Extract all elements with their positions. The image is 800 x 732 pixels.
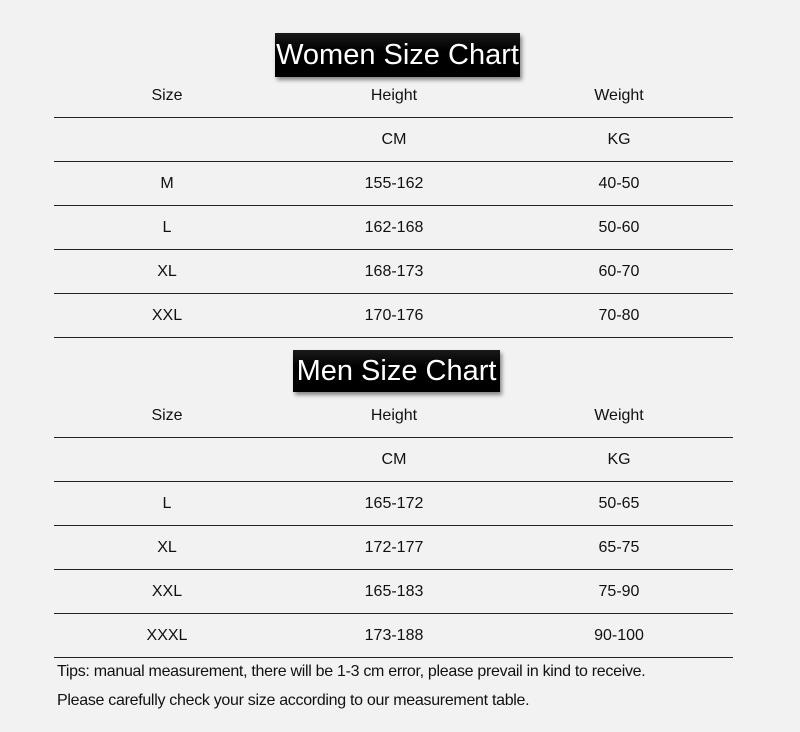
height-cell: CM — [381, 131, 407, 148]
weight-cell: 40-50 — [598, 175, 640, 192]
size-cell: M — [160, 175, 174, 192]
weight-cell: 50-60 — [598, 219, 640, 236]
size-cell — [67, 438, 267, 481]
weight-cell: KG — [607, 131, 631, 148]
size-cell: L — [162, 495, 172, 512]
table-row: M 155-162 40-50 — [54, 162, 733, 206]
weight-cell: 90-100 — [594, 627, 644, 644]
weight-cell: 50-65 — [598, 495, 640, 512]
weight-cell: KG — [607, 451, 631, 468]
size-cell: XXL — [151, 583, 183, 600]
units-row: CM KG — [54, 118, 733, 162]
header: Size Height Weight — [54, 74, 733, 118]
size-cell: L — [162, 219, 172, 236]
table-row: L 162-168 50-60 — [54, 206, 733, 250]
women-size-chart-title: Women Size Chart — [275, 33, 520, 77]
size-cell — [67, 118, 267, 161]
size-cell: XXXL — [146, 627, 188, 644]
men-size-chart-title: Men Size Chart — [293, 350, 500, 392]
weight-cell: 65-75 — [598, 539, 640, 556]
height-cell: Height — [370, 407, 418, 424]
height-cell: 155-162 — [364, 175, 424, 192]
men-size-table: Size Height Weight CM KG L 165-172 50-65 XL 172-1… — [54, 394, 733, 658]
tip-check-size: Please carefully check your size accordi… — [57, 692, 530, 709]
weight-cell: Weight — [594, 407, 644, 424]
size-cell: Size — [151, 87, 183, 104]
table-row: XXL 170-176 70-80 — [54, 294, 733, 338]
table-row: XXXL 173-188 90-100 — [54, 614, 733, 658]
weight-cell: 60-70 — [598, 263, 640, 280]
tip-measurement-error: Tips: manual measurement, there will be … — [57, 663, 646, 680]
weight-cell: 75-90 — [598, 583, 640, 600]
size-cell: XXL — [151, 307, 183, 324]
size-cell: XL — [157, 539, 177, 556]
height-cell: 170-176 — [364, 307, 424, 324]
height-cell: 168-173 — [364, 263, 424, 280]
header: Size Height Weight — [54, 394, 733, 438]
units-row: CM KG — [54, 438, 733, 482]
table-row: XXL 165-183 75-90 — [54, 570, 733, 614]
table-row: XL 168-173 60-70 — [54, 250, 733, 294]
height-cell: 173-188 — [364, 627, 424, 644]
height-cell: CM — [381, 451, 407, 468]
weight-cell: 70-80 — [598, 307, 640, 324]
weight-cell: Weight — [594, 87, 644, 104]
size-cell: Size — [151, 407, 183, 424]
height-cell: 162-168 — [364, 219, 424, 236]
height-cell: Height — [370, 87, 418, 104]
height-cell: 172-177 — [364, 539, 424, 556]
table-row: L 165-172 50-65 — [54, 482, 733, 526]
size-cell: XL — [157, 263, 177, 280]
height-cell: 165-172 — [364, 495, 424, 512]
table-row: XL 172-177 65-75 — [54, 526, 733, 570]
women-size-table: Size Height Weight CM KG M 155-162 40-50 L 162-16… — [54, 74, 733, 338]
height-cell: 165-183 — [364, 583, 424, 600]
